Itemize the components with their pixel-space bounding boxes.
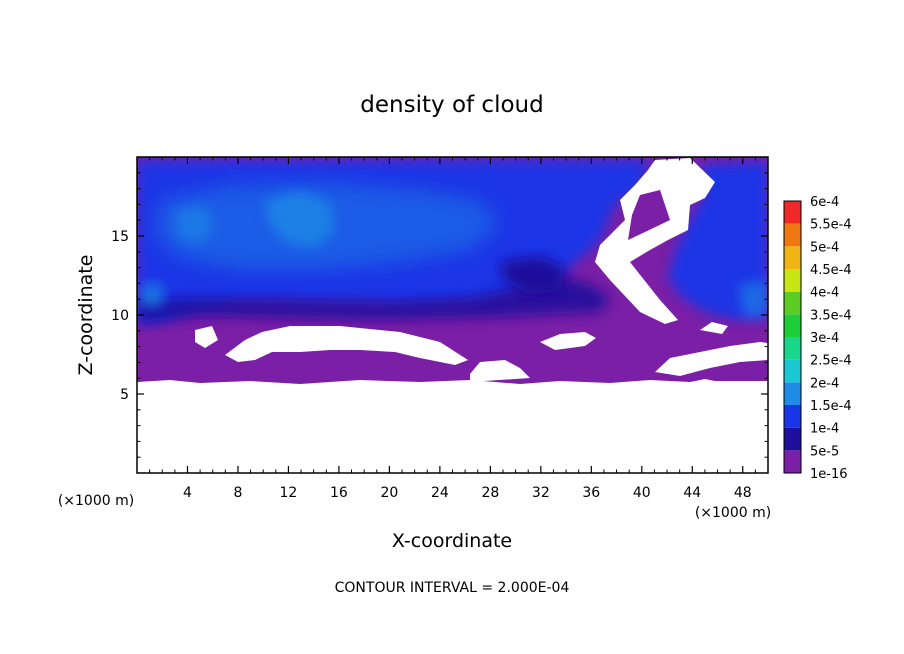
x-axis: 4 8 12 16 20 24 28 32 36 40 44 48: [149, 157, 756, 501]
x-tick-label: 36: [582, 485, 600, 501]
x-tick-label: 16: [330, 485, 348, 501]
colorbar-segment: [784, 382, 801, 405]
x-tick-label: 24: [431, 485, 449, 501]
colorbar-label: 5.5e-4: [810, 218, 852, 233]
x-tick-label: 20: [380, 485, 398, 501]
colorbar-label: 1.5e-4: [810, 399, 852, 414]
clear-gap-lower-1: [225, 326, 468, 365]
clear-gap-lower-3: [540, 332, 596, 350]
colorbar-label: 3e-4: [810, 331, 839, 346]
colorbar-segment: [784, 269, 801, 292]
clear-gap-upper: [595, 158, 715, 324]
colorbar: 1e-16 5e-5 1e-4 1.5e-4 2e-4 2.5e-4 3e-4 3.5e-4 4…: [783, 195, 852, 482]
colorbar-segment: [784, 450, 801, 473]
cloud-core-max: [265, 190, 335, 248]
y-axis-label: Z-coordinate: [75, 255, 97, 376]
colorbar-segment: [784, 427, 801, 451]
dense-band: [137, 276, 610, 322]
cloud-density-field: [137, 157, 768, 473]
colorbar-segment: [784, 246, 801, 269]
x-tick-label: 12: [280, 485, 298, 501]
colorbar-segment: [784, 337, 801, 360]
x-tick-label: 32: [532, 485, 550, 501]
y-axis: 5 10 15: [111, 172, 768, 458]
chart-title: density of cloud: [360, 92, 543, 118]
colorbar-label: 4e-4: [810, 286, 839, 301]
colorbar-label: 3.5e-4: [810, 308, 852, 323]
colorbar-label: 6e-4: [810, 195, 839, 210]
colorbar-frame: [783, 200, 802, 474]
x-tick-label: 28: [481, 485, 499, 501]
x-tick-label: 4: [183, 485, 192, 501]
colorbar-label: 1e-4: [810, 422, 839, 437]
y-tick-label: 10: [111, 308, 129, 324]
x-unit-right: (×1000 m): [695, 505, 771, 521]
right-patch: [738, 280, 768, 318]
clear-gap-lower-6: [700, 322, 728, 334]
colorbar-label: 5e-4: [810, 240, 839, 255]
colorbar-label: 5e-5: [810, 444, 839, 459]
x-tick-label: 40: [633, 485, 651, 501]
colorbar-label: 2e-4: [810, 376, 839, 391]
clear-gap-lower-4: [470, 360, 530, 382]
edge-swirl: [139, 282, 165, 308]
x-tick-label: 8: [233, 485, 242, 501]
y-tick-label: 5: [120, 387, 129, 403]
clear-air-region: [137, 380, 768, 473]
colorbar-segment: [784, 201, 801, 224]
contour-interval: CONTOUR INTERVAL = 2.000E-04: [335, 580, 570, 596]
x-axis-label: X-coordinate: [392, 530, 512, 552]
colorbar-label: 4.5e-4: [810, 263, 852, 278]
x-unit-left: (×1000 m): [58, 493, 134, 509]
clear-gap-thread: [628, 190, 670, 240]
colorbar-segment: [784, 405, 801, 428]
colorbar-segment: [784, 314, 801, 337]
x-tick-label: 44: [683, 485, 701, 501]
x-tick-label: 48: [734, 485, 752, 501]
colorbar-segment: [784, 223, 801, 247]
clear-gap-lower-5: [655, 342, 768, 376]
y-tick-label: 15: [111, 229, 129, 245]
colorbar-segment: [784, 291, 801, 315]
clear-gap-lower-2: [195, 326, 218, 348]
dense-core: [500, 256, 565, 294]
colorbar-label: 1e-16: [810, 467, 848, 482]
cloud-body-right: [668, 162, 768, 320]
colorbar-label: 2.5e-4: [810, 354, 852, 369]
cloud-core-left: [175, 205, 215, 245]
colorbar-segment: [784, 359, 801, 383]
